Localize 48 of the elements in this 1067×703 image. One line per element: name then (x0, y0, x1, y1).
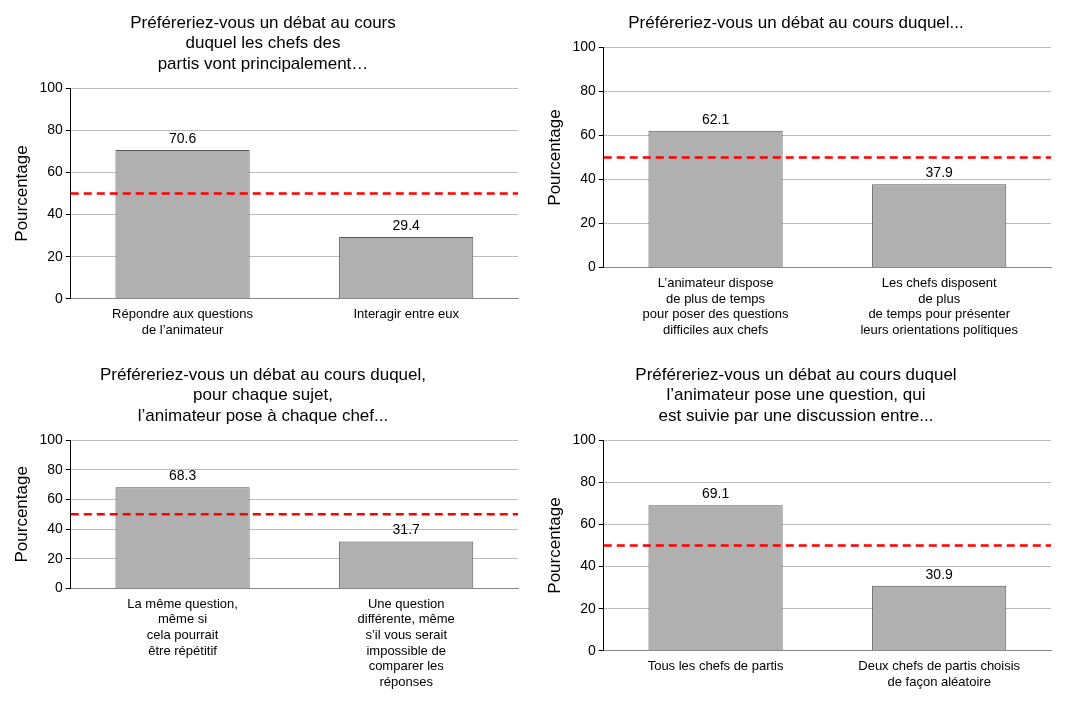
y-axis-title: Pourcentage (11, 466, 31, 563)
x-tick-label: Répondre aux questions de l’animateur (112, 306, 254, 337)
y-tick-label: 80 (47, 121, 63, 138)
y-tick-label: 60 (47, 163, 63, 180)
y-tick-label: 80 (580, 82, 596, 99)
chart-title: Préféreriez-vous un débat au cours duquel... (628, 12, 964, 32)
data-label: 31.7 (392, 521, 421, 538)
y-tick-label: 100 (572, 431, 596, 448)
x-tick-label: Une question différente, même s’il vous serait impossible de comparer les réponses (357, 595, 455, 689)
y-tick-label: 100 (39, 79, 63, 96)
y-tick-label: 60 (47, 490, 63, 507)
y-tick-label: 80 (47, 460, 63, 477)
y-tick-label: 0 (587, 641, 596, 658)
y-axis-title: Pourcentage (11, 145, 31, 242)
y-tick-label: 40 (580, 557, 596, 574)
data-label: 70.6 (168, 129, 197, 146)
data-label: 69.1 (701, 485, 730, 502)
chart-title: Préféreriez-vous un débat au cours duquel l’animateur pose une question, qui est suivie par une discussion entre... (635, 364, 957, 425)
y-tick-label: 20 (580, 599, 596, 616)
x-tick-label: Les chefs disposent de plus de temps pour présenter leurs orientations politiques (860, 274, 1019, 337)
chart-title: Préféreriez-vous un débat au cours duquel, pour chaque sujet, l’animateur pose à chaque chef... (99, 364, 427, 425)
y-tick-label: 100 (572, 38, 596, 55)
y-axis-title: Pourcentage (544, 109, 564, 206)
data-label: 62.1 (701, 110, 730, 127)
y-tick-label: 20 (47, 549, 63, 566)
y-axis-title: Pourcentage (544, 497, 564, 594)
data-label: 37.9 (925, 164, 954, 180)
x-tick-label: Deux chefs de partis choisis de façon aléatoire (858, 658, 1021, 689)
y-tick-label: 40 (47, 519, 63, 536)
chart-title: Préféreriez-vous un débat au cours duquel les chefs des partis vont principalement… (130, 12, 396, 73)
y-tick-label: 40 (47, 205, 63, 222)
data-label: 30.9 (925, 565, 954, 582)
y-tick-label: 0 (54, 579, 63, 596)
x-tick-label: Interagir entre eux (353, 306, 460, 322)
y-tick-label: 20 (580, 214, 596, 231)
data-label: 29.4 (392, 216, 421, 233)
x-tick-label: La même question, même si cela pourrait être répétitif (127, 595, 238, 658)
y-tick-label: 20 (47, 247, 63, 264)
y-tick-label: 60 (580, 126, 596, 143)
y-tick-label: 100 (39, 431, 63, 448)
y-tick-label: 40 (580, 170, 596, 187)
y-tick-label: 0 (587, 258, 596, 275)
y-tick-label: 80 (580, 473, 596, 490)
x-tick-label: L’animateur dispose de plus de temps pour poser des questions difficiles aux chefs (642, 274, 790, 337)
y-tick-label: 0 (54, 289, 63, 306)
x-tick-label: Tous les chefs de partis (647, 658, 784, 674)
y-tick-label: 60 (580, 515, 596, 532)
data-label: 68.3 (168, 467, 197, 484)
